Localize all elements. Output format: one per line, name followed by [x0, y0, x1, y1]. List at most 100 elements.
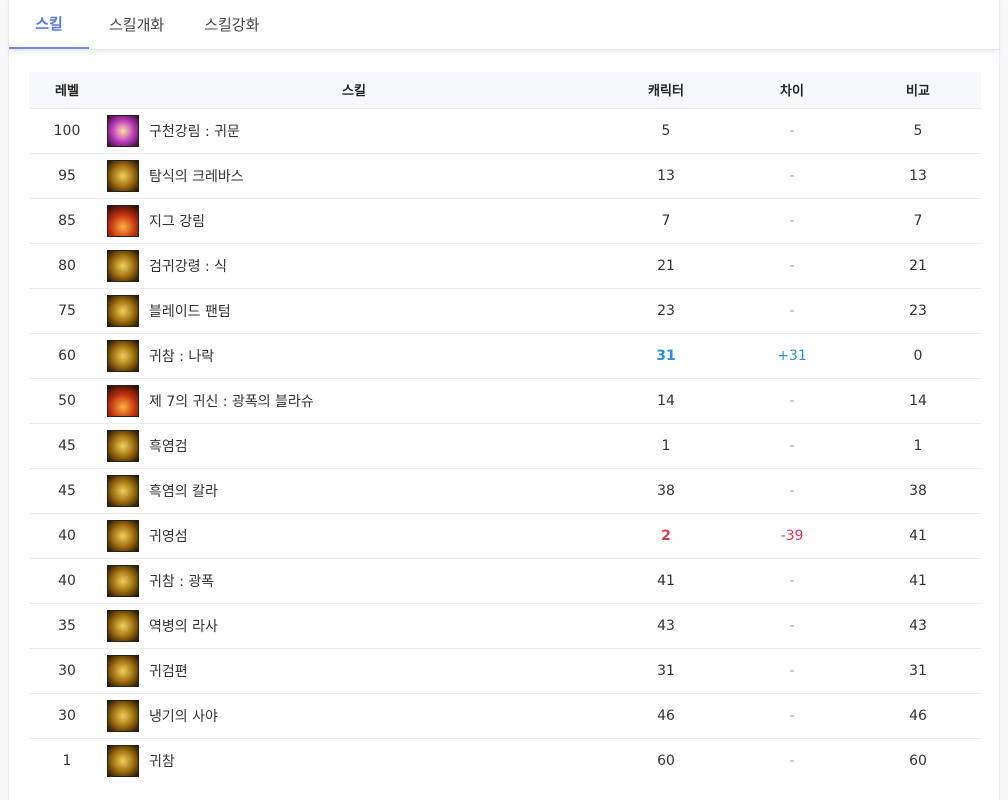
compare-value: 13: [855, 152, 981, 198]
character-value: 7: [603, 197, 729, 243]
skill-icon: [107, 429, 139, 462]
skill-name: 냉기의 사야: [149, 708, 218, 725]
skill-name: 귀참 : 나락: [149, 348, 215, 365]
header-compare: 비교: [855, 72, 981, 108]
compare-value: 0: [855, 332, 981, 378]
table-row: 1 귀참 60 - 60: [29, 737, 981, 783]
table-row: 95 탐식의 크레바스 13 - 13: [29, 152, 981, 198]
skill-name: 검귀강령 : 식: [149, 258, 228, 275]
diff-value: -: [729, 737, 855, 783]
compare-value: 38: [855, 467, 981, 513]
skill-name: 지그 강림: [149, 213, 205, 230]
table-row: 40 귀영섬 2 -39 41: [29, 512, 981, 558]
compare-value: 1: [855, 422, 981, 468]
table-row: 40 귀참 : 광폭 41 - 41: [29, 557, 981, 603]
character-value: 41: [603, 557, 729, 603]
skill-icon: [107, 699, 139, 732]
level: 35: [29, 602, 105, 648]
compare-value: 14: [855, 377, 981, 423]
compare-value: 31: [855, 647, 981, 693]
skill-icon: [107, 474, 139, 507]
table-row: 45 흑염의 칼라 38 - 38: [29, 467, 981, 513]
diff-value: -: [729, 602, 855, 648]
compare-value: 60: [855, 737, 981, 783]
compare-value: 41: [855, 512, 981, 558]
level: 1: [29, 737, 105, 783]
skill-icon: [107, 384, 139, 417]
header-diff: 차이: [729, 72, 855, 108]
character-value: 31: [603, 332, 729, 378]
diff-value: -: [729, 242, 855, 288]
level: 45: [29, 467, 105, 513]
table-row: 45 흑염검 1 - 1: [29, 422, 981, 468]
diff-value: -: [729, 377, 855, 423]
diff-value: +31: [729, 332, 855, 378]
skill-cell: 귀참 : 광폭: [105, 564, 603, 597]
diff-value: -: [729, 197, 855, 243]
table-header: 레벨 스킬 캐릭터 차이 비교: [29, 72, 981, 108]
compare-value: 7: [855, 197, 981, 243]
skill-name: 탐식의 크레바스: [149, 168, 244, 185]
compare-value: 5: [855, 107, 981, 153]
skill-cell: 냉기의 사야: [105, 699, 603, 732]
level: 30: [29, 692, 105, 738]
skill-icon: [107, 609, 139, 642]
skill-cell: 블레이드 팬텀: [105, 294, 603, 327]
skill-name: 역병의 라사: [149, 618, 218, 635]
diff-value: -: [729, 422, 855, 468]
skill-cell: 탐식의 크레바스: [105, 159, 603, 192]
character-value: 43: [603, 602, 729, 648]
character-value: 21: [603, 242, 729, 288]
header-level: 레벨: [29, 72, 105, 108]
tab-2[interactable]: 스킬강화: [204, 15, 260, 34]
skill-cell: 흑염검: [105, 429, 603, 462]
tab-0[interactable]: 스킬: [9, 0, 89, 49]
character-value: 2: [603, 512, 729, 558]
table-row: 80 검귀강령 : 식 21 - 21: [29, 242, 981, 288]
level: 40: [29, 512, 105, 558]
skill-name: 흑염검: [149, 438, 188, 455]
level: 60: [29, 332, 105, 378]
level: 45: [29, 422, 105, 468]
skill-table: 레벨 스킬 캐릭터 차이 비교 100 구천강림 : 귀문 5 - 5 95 탐식…: [29, 72, 981, 783]
skill-icon: [107, 744, 139, 777]
tab-bar: 스킬 스킬개화 스킬강화: [9, 0, 999, 50]
skill-icon: [107, 294, 139, 327]
diff-value: -: [729, 287, 855, 333]
character-value: 31: [603, 647, 729, 693]
header-skill: 스킬: [105, 72, 603, 108]
character-value: 23: [603, 287, 729, 333]
skill-name: 흑염의 칼라: [149, 483, 218, 500]
character-value: 5: [603, 107, 729, 153]
level: 75: [29, 287, 105, 333]
skill-icon: [107, 654, 139, 687]
table-row: 75 블레이드 팬텀 23 - 23: [29, 287, 981, 333]
skill-icon: [107, 114, 139, 147]
skill-cell: 흑염의 칼라: [105, 474, 603, 507]
diff-value: -: [729, 692, 855, 738]
skill-icon: [107, 564, 139, 597]
character-value: 1: [603, 422, 729, 468]
diff-value: -: [729, 557, 855, 603]
skill-name: 블레이드 팬텀: [149, 303, 231, 320]
level: 85: [29, 197, 105, 243]
compare-value: 43: [855, 602, 981, 648]
table-row: 100 구천강림 : 귀문 5 - 5: [29, 107, 981, 153]
skill-cell: 역병의 라사: [105, 609, 603, 642]
skill-icon: [107, 159, 139, 192]
table-row: 60 귀참 : 나락 31 +31 0: [29, 332, 981, 378]
tab-1[interactable]: 스킬개화: [109, 15, 165, 34]
compare-value: 46: [855, 692, 981, 738]
table-row: 85 지그 강림 7 - 7: [29, 197, 981, 243]
compare-value: 23: [855, 287, 981, 333]
table-row: 35 역병의 라사 43 - 43: [29, 602, 981, 648]
diff-value: -39: [729, 512, 855, 558]
skill-name: 귀영섬: [149, 528, 188, 545]
skill-icon: [107, 204, 139, 237]
header-character: 캐릭터: [603, 72, 729, 108]
skill-name: 귀참 : 광폭: [149, 573, 215, 590]
character-value: 46: [603, 692, 729, 738]
skill-cell: 제 7의 귀신 : 광폭의 블라슈: [105, 384, 603, 417]
skill-cell: 귀검편: [105, 654, 603, 687]
character-value: 38: [603, 467, 729, 513]
